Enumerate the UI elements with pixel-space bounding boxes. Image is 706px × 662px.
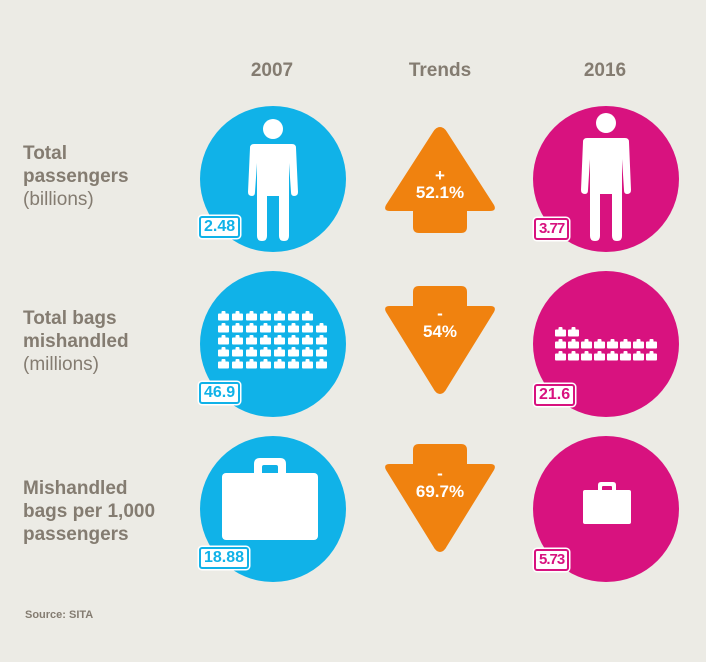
person-icon <box>248 119 298 241</box>
trend-sign: - <box>437 464 443 483</box>
source-note: Source: SITA <box>25 609 94 621</box>
person-icon <box>581 113 631 241</box>
row-label-total-passengers: Total passengers (billions) <box>23 142 198 211</box>
value-2007-passengers: 2.48 <box>199 216 241 238</box>
briefcase-icon <box>222 458 318 540</box>
value-2007-per-1000: 18.88 <box>199 547 250 569</box>
label-line: Total <box>23 143 67 164</box>
trend-sign: - <box>437 304 443 323</box>
label-line: bags per 1,000 <box>23 501 156 522</box>
row-label-total-bags-mishandled: Total bags mishandled (millions) <box>23 307 198 376</box>
briefcase-icon <box>583 482 631 524</box>
label-line: Mishandled <box>23 478 128 499</box>
header-trends: Trends <box>408 60 472 81</box>
value-2007-bags: 46.9 <box>199 382 241 404</box>
value-2016-per-1000: 5.73 <box>534 549 570 571</box>
trend-value: 54% <box>422 322 458 341</box>
trend-down-arrow-icon <box>385 444 495 552</box>
trend-value: 52.1% <box>415 183 465 202</box>
label-line: Total bags <box>23 308 117 329</box>
value-2016-passengers: 3.77 <box>534 218 570 240</box>
label-line: passengers <box>23 166 129 187</box>
label-line: mishandled <box>23 331 129 352</box>
header-2016: 2016 <box>583 60 627 81</box>
bag-grid-icon <box>218 311 327 369</box>
label-unit: (billions) <box>23 189 94 210</box>
label-line: passengers <box>23 524 129 545</box>
label-unit: (millions) <box>23 354 99 375</box>
row-label-mishandled-per-1000: Mishandled bags per 1,000 passengers <box>23 477 198 546</box>
value-2016-bags: 21.6 <box>534 384 576 406</box>
trend-sign: + <box>435 166 445 185</box>
trend-value: 69.7% <box>415 482 465 501</box>
header-2007: 2007 <box>250 60 294 81</box>
trend-up-arrow-icon <box>385 127 495 233</box>
bag-grid-icon <box>555 327 657 361</box>
trend-down-arrow-icon <box>385 286 495 394</box>
